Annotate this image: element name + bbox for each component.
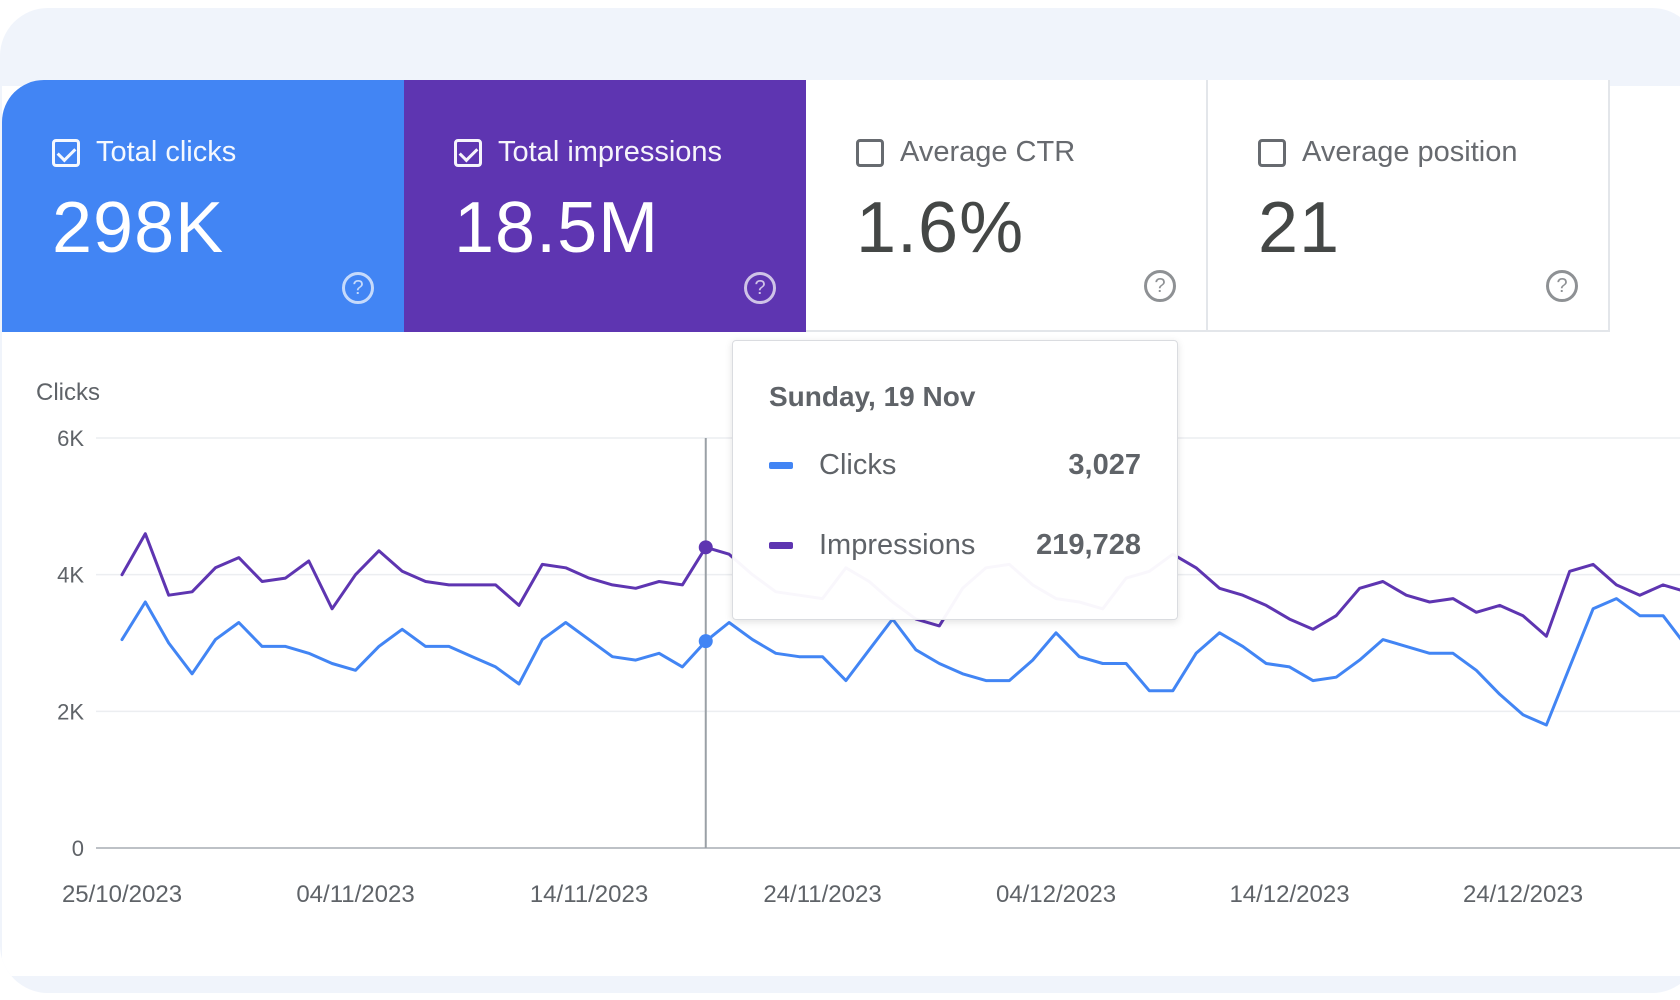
help-icon[interactable]: ? bbox=[1546, 270, 1578, 302]
checkbox-checked-icon[interactable] bbox=[454, 138, 482, 167]
x-tick-label: 14/12/2023 bbox=[1229, 881, 1349, 908]
help-icon[interactable]: ? bbox=[1144, 270, 1176, 302]
help-icon[interactable]: ? bbox=[342, 272, 374, 304]
series-line-impressions bbox=[120, 532, 1680, 638]
y-tick-label: 0 bbox=[72, 836, 84, 861]
series-line-clicks bbox=[120, 597, 1680, 727]
metric-label: Average position bbox=[1302, 136, 1518, 168]
checkbox-unchecked-icon[interactable] bbox=[1258, 138, 1286, 167]
checkbox-unchecked-icon[interactable] bbox=[856, 138, 884, 167]
chart-tooltip: Sunday, 19 Nov Clicks 3,027 Impressions … bbox=[732, 340, 1178, 620]
x-tick-label: 24/12/2023 bbox=[1463, 881, 1583, 908]
tooltip-date: Sunday, 19 Nov bbox=[769, 381, 976, 412]
tooltip-value: 3,027 bbox=[1068, 449, 1141, 481]
metric-value: 18.5M bbox=[454, 188, 660, 268]
metric-cards: Total clicks 298K ? Total impressions 18… bbox=[2, 80, 1612, 332]
metric-card-total-impressions[interactable]: Total impressions 18.5M ? bbox=[404, 80, 806, 332]
tooltip-row-clicks: Clicks 3,027 bbox=[769, 449, 1141, 482]
checkbox-checked-icon[interactable] bbox=[52, 138, 80, 167]
x-tick-label: 04/12/2023 bbox=[996, 881, 1116, 908]
metric-label: Total clicks bbox=[96, 136, 237, 168]
x-tick-labels: 25/10/2023 04/11/2023 14/11/2023 24/11/2023… bbox=[62, 881, 1583, 908]
tooltip-swatch-impressions bbox=[769, 542, 793, 549]
metric-label: Average CTR bbox=[900, 136, 1076, 168]
y-axis-title: Clicks bbox=[36, 379, 100, 406]
metric-value: 1.6% bbox=[856, 188, 1025, 268]
tooltip-row-impressions: Impressions 219,728 bbox=[769, 529, 1141, 562]
metric-card-average-position[interactable]: Average position 21 ? bbox=[1208, 80, 1610, 332]
tooltip-value: 219,728 bbox=[1036, 529, 1141, 561]
metric-card-average-ctr[interactable]: Average CTR 1.6% ? bbox=[806, 80, 1208, 332]
x-tick-label: 04/11/2023 bbox=[296, 881, 414, 908]
y-tick-labels: 0 2K 4K 6K bbox=[57, 426, 84, 861]
y-tick-label: 4K bbox=[57, 563, 84, 588]
series-lines bbox=[120, 532, 1680, 727]
tooltip-label: Clicks bbox=[819, 449, 897, 481]
metric-card-total-clicks[interactable]: Total clicks 298K ? bbox=[2, 80, 404, 332]
metric-label: Total impressions bbox=[498, 136, 723, 168]
metric-value: 298K bbox=[52, 188, 225, 268]
y-tick-label: 2K bbox=[57, 699, 84, 724]
x-tick-label: 14/11/2023 bbox=[530, 881, 648, 908]
hover-point-clicks bbox=[698, 634, 713, 649]
hover-markers bbox=[698, 540, 713, 649]
x-tick-label: 24/11/2023 bbox=[763, 881, 881, 908]
y-tick-label: 6K bbox=[57, 426, 84, 451]
x-tick-label: 25/10/2023 bbox=[62, 881, 182, 908]
tooltip-swatch-clicks bbox=[769, 462, 793, 469]
help-icon[interactable]: ? bbox=[744, 272, 776, 304]
tooltip-label: Impressions bbox=[819, 529, 976, 561]
metric-value: 21 bbox=[1258, 188, 1341, 268]
hover-point-impressions bbox=[698, 540, 713, 555]
